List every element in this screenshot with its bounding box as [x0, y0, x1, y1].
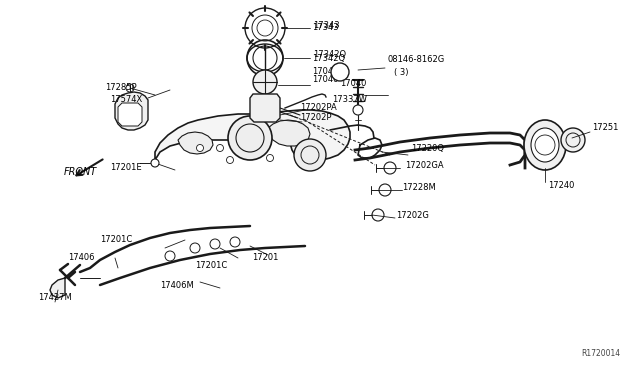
Circle shape [294, 139, 326, 171]
Circle shape [230, 237, 240, 247]
Text: B: B [337, 67, 342, 77]
Text: 17201C: 17201C [100, 235, 132, 244]
Text: 08146-8162G: 08146-8162G [388, 55, 445, 64]
Text: 17228M: 17228M [402, 183, 436, 192]
Text: 17342Q: 17342Q [313, 49, 346, 58]
Text: 17406: 17406 [68, 253, 95, 263]
Circle shape [227, 157, 234, 164]
Circle shape [561, 128, 585, 152]
Text: 17201: 17201 [252, 253, 278, 263]
Circle shape [151, 159, 159, 167]
Polygon shape [50, 278, 65, 298]
Polygon shape [115, 92, 148, 130]
Circle shape [331, 63, 349, 81]
Circle shape [165, 251, 175, 261]
Text: 17201C: 17201C [195, 260, 227, 269]
Circle shape [216, 144, 223, 151]
Text: ( 3): ( 3) [394, 67, 408, 77]
Circle shape [253, 70, 277, 94]
Circle shape [266, 154, 273, 161]
Ellipse shape [524, 120, 566, 170]
Circle shape [228, 116, 272, 160]
Circle shape [372, 209, 384, 221]
Ellipse shape [531, 128, 559, 162]
Circle shape [379, 184, 391, 196]
Circle shape [384, 162, 396, 174]
Polygon shape [268, 120, 310, 146]
Polygon shape [250, 94, 280, 122]
Polygon shape [178, 132, 213, 154]
Text: 17406M: 17406M [160, 280, 194, 289]
Circle shape [210, 239, 220, 249]
Text: 17285P: 17285P [105, 83, 136, 93]
Text: 17574X: 17574X [110, 96, 142, 105]
Text: R1720014: R1720014 [581, 349, 620, 358]
Circle shape [353, 105, 363, 115]
Text: 17202GA: 17202GA [405, 160, 444, 170]
Circle shape [196, 144, 204, 151]
Text: 17343: 17343 [313, 22, 340, 31]
Text: 17240: 17240 [548, 180, 574, 189]
Text: 17040: 17040 [312, 76, 339, 84]
Text: FRONT: FRONT [63, 167, 97, 177]
Text: 17202G: 17202G [396, 211, 429, 219]
Text: 17201E: 17201E [110, 164, 141, 173]
Text: 17040: 17040 [340, 80, 366, 89]
Text: 17202PA: 17202PA [300, 103, 337, 112]
Circle shape [190, 243, 200, 253]
Text: 17251: 17251 [592, 124, 618, 132]
Text: 17342Q: 17342Q [312, 54, 345, 62]
Text: 17343: 17343 [312, 23, 339, 32]
Text: 17040: 17040 [312, 67, 339, 77]
Text: 17202P: 17202P [300, 113, 332, 122]
Text: 17337W: 17337W [332, 96, 367, 105]
Text: 17220Q: 17220Q [411, 144, 444, 153]
Polygon shape [155, 110, 350, 161]
Circle shape [126, 84, 134, 92]
Polygon shape [118, 103, 142, 126]
Text: 17427M: 17427M [38, 294, 72, 302]
